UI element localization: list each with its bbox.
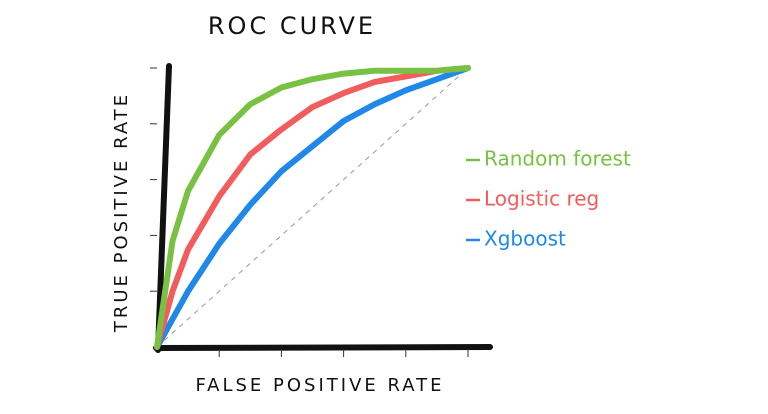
chart-title: ROC CURVE [208, 12, 376, 40]
roc-line [154, 65, 471, 350]
roc-line [154, 65, 471, 350]
x-axis-label: FALSE POSITIVE RATE [195, 375, 444, 396]
y-axis-label: TRUE POSITIVE RATE [111, 92, 132, 333]
x-axis [153, 344, 493, 351]
y-axis [155, 63, 172, 353]
legend-label: Xgboost [484, 227, 566, 251]
legend-label: Logistic reg [484, 187, 599, 211]
roc-line [154, 65, 471, 350]
legend-label: Random forest [484, 147, 631, 171]
legend-entry: Xgboost [466, 227, 566, 251]
legend-entry: Random forest [466, 147, 631, 171]
legend-entry: Logistic reg [466, 187, 599, 211]
